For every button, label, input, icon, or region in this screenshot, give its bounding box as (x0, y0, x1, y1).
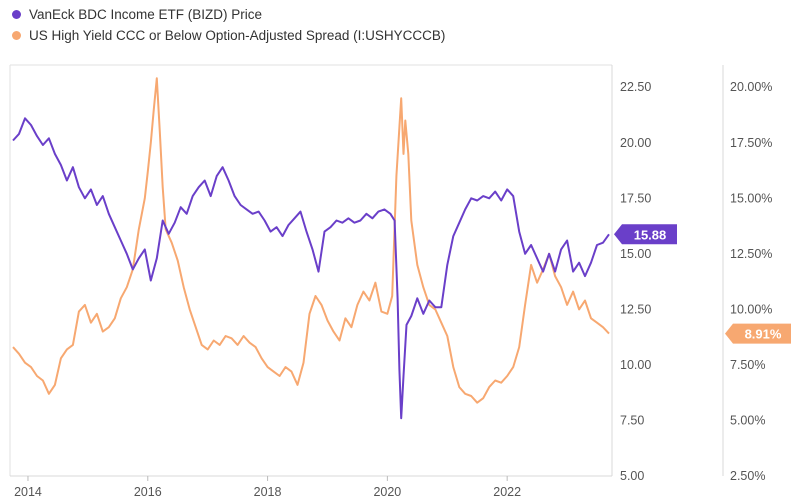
series-line-bizd (12, 117, 610, 420)
left-axis: 22.50 20.00 17.50 15.00 12.50 10.00 7.50 5.00 (620, 80, 651, 483)
badge-spread (725, 323, 791, 344)
legend-item-spread[interactable]: US High Yield CCC or Below Option-Adjust… (12, 25, 445, 46)
legend-item-bizd[interactable]: VanEck BDC Income ETF (BIZD) Price (12, 4, 445, 25)
legend-label-bizd: VanEck BDC Income ETF (BIZD) Price (29, 7, 263, 22)
left-tick-label-6: 7.50 (620, 413, 644, 427)
x-tick-label-1: 2016 (134, 485, 162, 499)
badge-label-spread: 8.91% (745, 327, 782, 342)
right-tick-label-4: 10.00% (730, 302, 772, 316)
left-tick-label-7: 5.00 (620, 469, 644, 483)
legend-label-spread: US High Yield CCC or Below Option-Adjust… (29, 28, 446, 43)
left-tick-label-0: 22.50 (620, 80, 651, 94)
x-tick-label-4: 2022 (493, 485, 521, 499)
last-value-badges: 15.88 8.91% (614, 224, 791, 344)
right-tick-label-7: 2.50% (730, 469, 765, 483)
series-line-spread (12, 77, 610, 404)
right-axis: 20.00% 17.50% 15.00% 12.50% 10.00% 7.50% 5.00%… (730, 80, 772, 483)
x-tick-label-3: 2020 (373, 485, 401, 499)
legend: VanEck BDC Income ETF (BIZD) Price US Hi… (12, 4, 445, 46)
right-tick-label-1: 17.50% (730, 136, 772, 150)
left-tick-label-3: 15.00 (620, 247, 651, 261)
x-axis: 2014 2016 2018 2020 2022 (14, 476, 521, 499)
right-tick-label-0: 20.00% (730, 80, 772, 94)
left-tick-label-2: 17.50 (620, 191, 651, 205)
series-layer (12, 77, 610, 420)
left-tick-label-5: 10.00 (620, 358, 651, 372)
right-tick-label-6: 5.00% (730, 413, 765, 427)
right-tick-label-5: 7.50% (730, 358, 765, 372)
x-tick-label-2: 2018 (254, 485, 282, 499)
plot-frame (9, 64, 724, 477)
badge-bizd (614, 224, 677, 245)
left-tick-label-4: 12.50 (620, 302, 651, 316)
right-tick-label-2: 15.00% (730, 191, 772, 205)
legend-dot-bizd (12, 10, 21, 19)
legend-dot-spread (12, 31, 21, 40)
x-tick-label-0: 2014 (14, 485, 42, 499)
right-tick-label-3: 12.50% (730, 247, 772, 261)
left-tick-label-1: 20.00 (620, 136, 651, 150)
badge-label-bizd: 15.88 (634, 227, 667, 242)
